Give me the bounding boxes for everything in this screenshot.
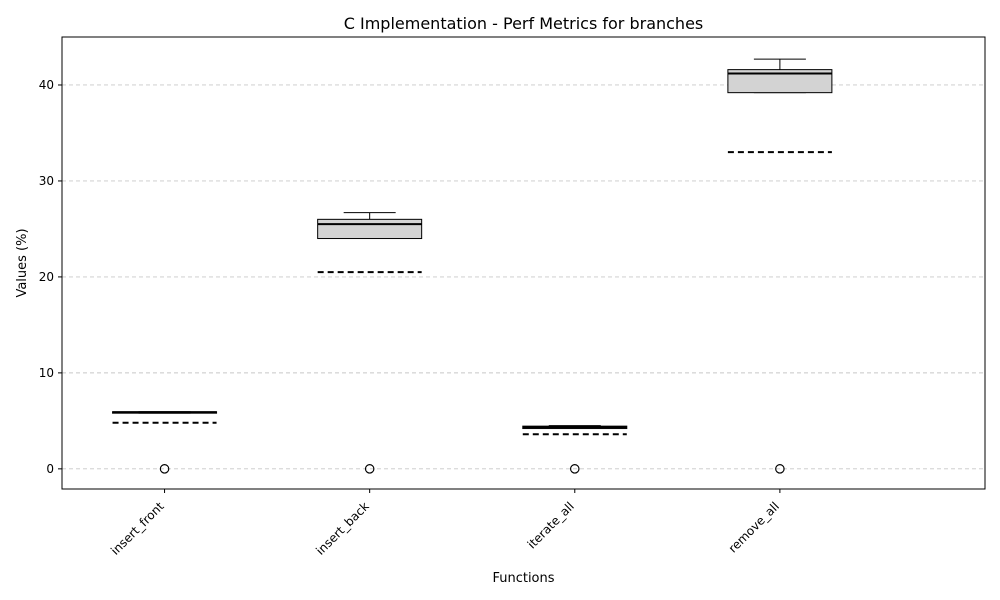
box-group-remove_all	[727, 58, 833, 474]
outlier-point	[364, 464, 375, 474]
outlier-point	[775, 464, 785, 474]
y-axis-label: Values (%)	[15, 228, 30, 297]
box-iqr	[727, 69, 833, 94]
box-group-iterate_all	[522, 425, 628, 474]
x-tick-label: insert_front	[108, 499, 167, 558]
y-tick-label: 30	[39, 174, 54, 188]
plot-area	[112, 58, 833, 474]
x-tick-label: remove_all	[726, 499, 782, 555]
x-tick-label: insert_back	[313, 499, 372, 558]
y-tick-label: 0	[46, 462, 54, 476]
outlier-point	[159, 464, 170, 474]
y-tick-label: 20	[39, 270, 54, 284]
box-group-insert_back	[317, 212, 423, 474]
box-iqr	[317, 218, 423, 240]
y-axis: 0 10 20 30 40	[39, 78, 62, 476]
y-tick-label: 10	[39, 366, 54, 380]
chart-title: C Implementation - Perf Metrics for bran…	[344, 14, 704, 33]
x-axis: insert_front insert_back iterate_all remove…	[108, 489, 782, 558]
x-axis-label: Functions	[492, 571, 554, 586]
x-tick-label: iterate_all	[525, 499, 577, 551]
y-tick-label: 40	[39, 78, 54, 92]
box-group-insert_front	[112, 411, 218, 474]
plot-frame	[61, 36, 986, 490]
outlier-point	[569, 464, 580, 474]
